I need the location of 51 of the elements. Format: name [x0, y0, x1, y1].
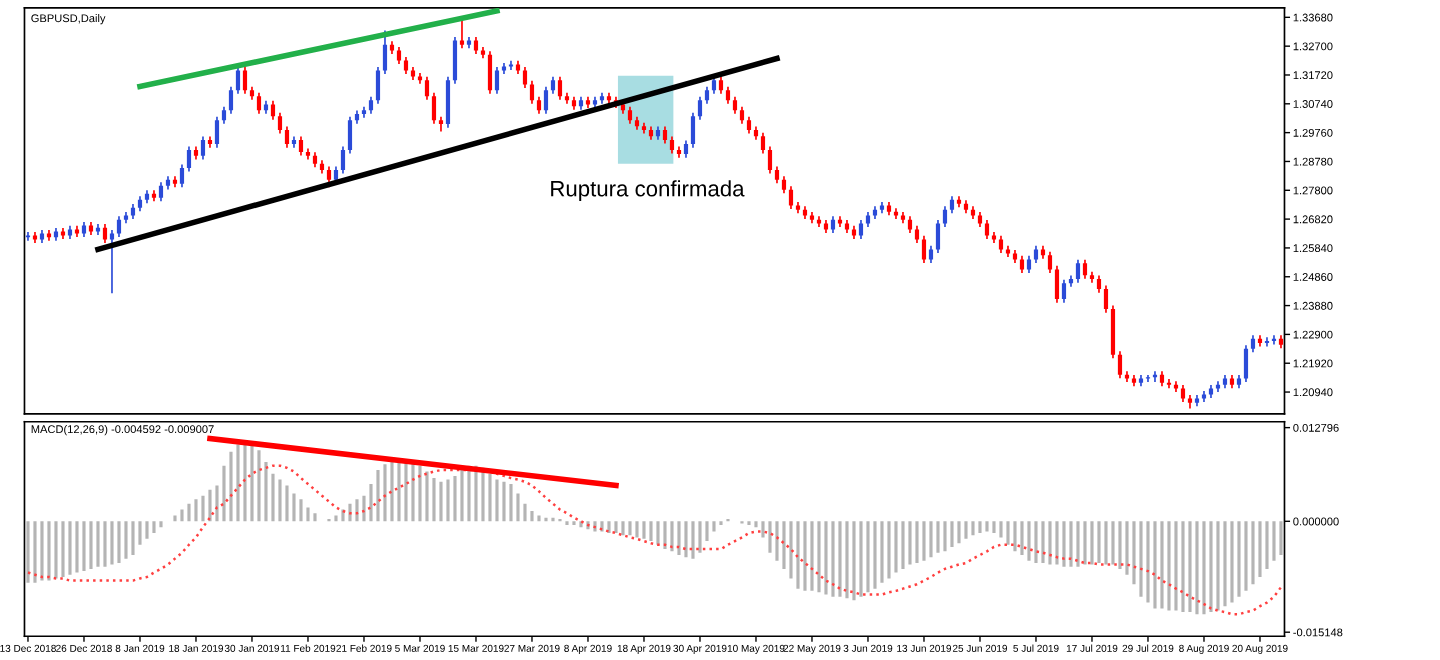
candlestick [235, 65, 241, 95]
candlestick [424, 75, 430, 101]
candlestick [1082, 258, 1088, 280]
candlestick [102, 223, 108, 244]
candlestick [788, 185, 794, 210]
candlestick [1117, 350, 1123, 380]
candlestick [382, 29, 388, 75]
candlestick [522, 66, 528, 89]
candlestick [1075, 258, 1081, 284]
candlestick [487, 50, 493, 95]
candlestick [494, 66, 500, 95]
candlestick [984, 219, 990, 240]
candlestick [1243, 344, 1249, 383]
candlestick [256, 91, 262, 115]
annotation: Ruptura confirmada [551, 180, 745, 201]
candlestick [298, 135, 304, 157]
candlestick [557, 75, 563, 101]
line-series [26, 464, 1283, 616]
candlestick [1061, 278, 1067, 304]
candlestick [1054, 265, 1060, 304]
candlestick [1110, 304, 1116, 360]
candlestick [543, 85, 549, 115]
candlestick [242, 66, 248, 95]
candlestick [1103, 284, 1109, 314]
candlestick [200, 135, 206, 161]
candlestick [529, 80, 535, 105]
candlestick [767, 145, 773, 175]
candlestick [1047, 250, 1053, 274]
candlestick [214, 115, 220, 149]
candlestick [284, 125, 290, 149]
candlestick [935, 219, 941, 254]
candlestick [347, 115, 353, 155]
candlestick [459, 15, 465, 50]
candlestick [228, 85, 234, 115]
candlestick [445, 75, 451, 129]
candlestick [690, 111, 696, 149]
candlestick [270, 100, 276, 121]
candlestick [697, 95, 703, 121]
candlestick [760, 131, 766, 155]
candlestick [858, 219, 864, 240]
candlestick [116, 215, 122, 238]
candlestick [942, 205, 948, 228]
candlestick [375, 66, 381, 105]
candlestick [186, 145, 192, 173]
candlestick [452, 36, 458, 85]
candlestick [340, 145, 346, 175]
candlestick [431, 91, 437, 125]
candlestick [277, 111, 283, 135]
candlestick [921, 235, 927, 264]
candlestick [158, 181, 164, 202]
candlestick [179, 163, 185, 189]
